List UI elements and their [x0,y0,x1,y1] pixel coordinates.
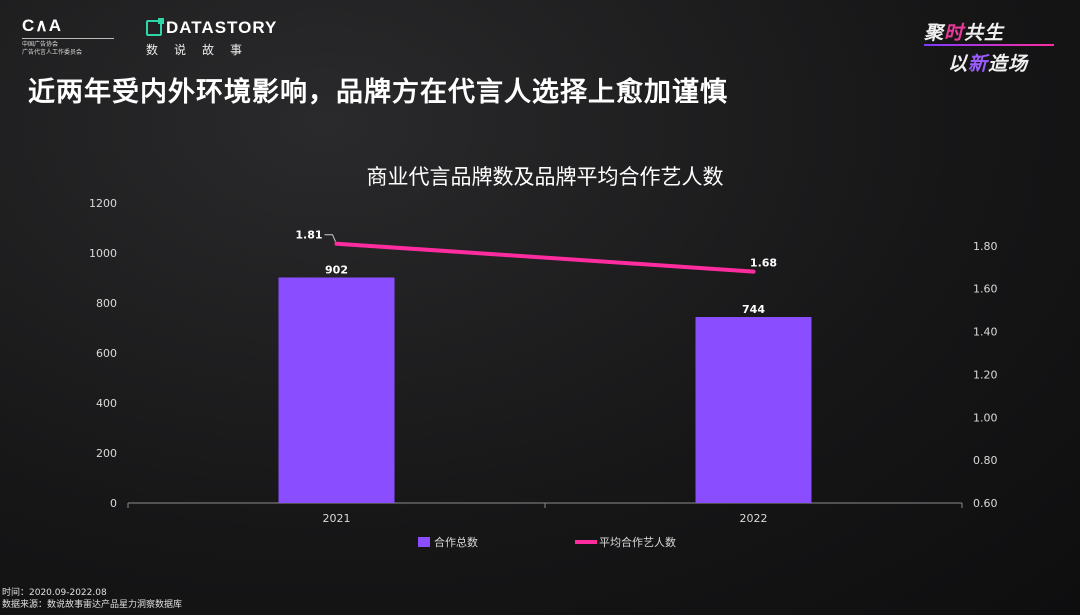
y-right-tick-label: 1.80 [973,240,998,253]
datastory-icon [146,18,164,36]
page-headline: 近两年受内外环境影响，品牌方在代言人选择上愈加谨慎 [28,77,728,108]
event-logo-line2: 以新造场 [948,53,1029,75]
legend-label-line: 平均合作艺人数 [599,535,676,549]
y-left-tick-label: 600 [96,347,117,360]
x-tick-label: 2022 [740,512,768,525]
y-left-tick-label: 0 [110,497,117,510]
y-left-tick-label: 800 [96,297,117,310]
y-right-tick-label: 1.60 [973,283,998,296]
bar [278,277,395,503]
caa-logo-mark: C∧A [22,16,62,35]
event-logo-bar [924,44,1054,46]
legend-label-bar: 合作总数 [434,535,478,549]
line-data-label: 1.81 [295,229,322,242]
x-tick-label: 2021 [323,512,351,525]
bar-data-label: 902 [325,264,348,277]
chart-title: 商业代言品牌数及品牌平均合作艺人数 [367,165,724,189]
y-left-tick-label: 1200 [89,197,117,210]
line-series [334,241,756,274]
footnote-time: 时间：2020.09-2022.08 [2,588,107,598]
line-label-leader [324,234,336,242]
line-data-label: 1.68 [750,257,777,270]
y-left-tick-label: 400 [96,397,117,410]
y-right-tick-label: 1.20 [973,368,998,381]
y-right-tick-label: 0.80 [973,454,998,467]
caa-logo: C∧A 中国广告协会 广告代言人工作委员会 [22,16,118,57]
datastory-cn: 数说故事 [146,43,259,57]
footnote-source: 数据来源：数说故事雷达产品星力洞察数据库 [2,600,183,610]
datastory-logo: DATASTORY 数说故事 [146,18,277,58]
legend-swatch-bar [418,537,430,547]
y-left-tick-label: 1000 [89,247,117,260]
caa-logo-subtitle-2: 广告代言人工作委员会 [22,49,83,56]
event-logo-line1: 聚时共生 [924,22,1005,44]
y-right-tick-label: 1.40 [973,326,998,339]
y-right-tick-label: 0.60 [973,497,998,510]
caa-logo-divider [22,38,114,39]
bar-data-label: 744 [742,303,765,316]
event-logo: 聚时共生 以新造场 [924,18,1064,76]
caa-logo-subtitle-1: 中国广告协会 [22,41,59,48]
datastory-name: DATASTORY [166,18,278,37]
y-left-tick-label: 200 [96,447,117,460]
bar [695,317,812,503]
y-right-tick-label: 1.00 [973,411,998,424]
